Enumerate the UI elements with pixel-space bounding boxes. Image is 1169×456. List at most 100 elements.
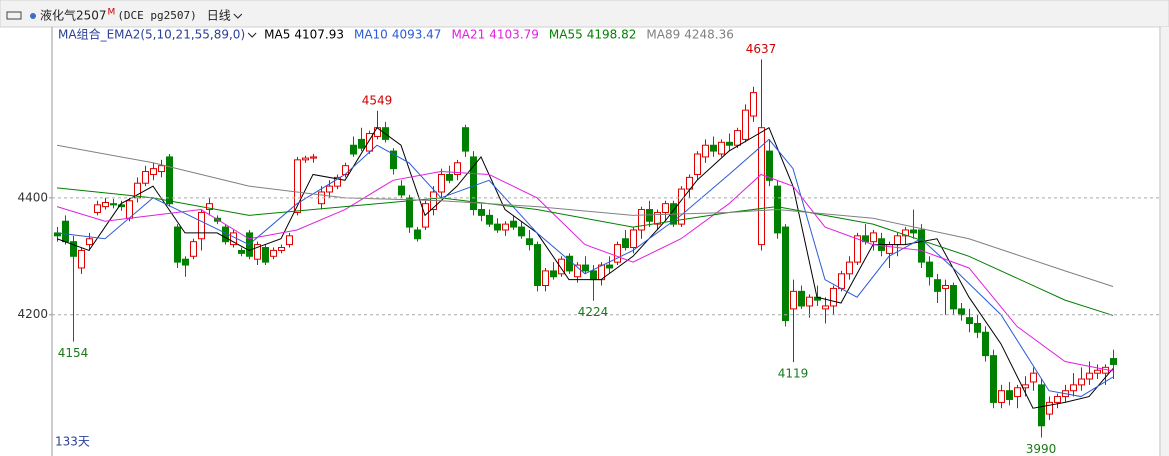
side-panel — [1161, 27, 1169, 456]
candle-body — [998, 390, 1005, 403]
candle-body — [118, 204, 125, 208]
candle-body — [542, 270, 549, 287]
high-label: 4637 — [746, 42, 777, 56]
legend-name: MA89 — [646, 28, 680, 42]
candle-body — [782, 226, 789, 322]
candle-body — [742, 109, 749, 140]
candle-body — [758, 127, 765, 246]
candle-body — [614, 244, 621, 263]
candle-body — [414, 229, 421, 240]
candle-body — [726, 141, 733, 146]
candle-body — [94, 204, 101, 213]
candle-body — [1110, 358, 1117, 365]
candle-body — [822, 305, 829, 310]
indicator-chevron[interactable] — [247, 32, 257, 38]
candle-body — [102, 202, 109, 208]
candle-body — [982, 331, 989, 357]
legend-value: 4107.93 — [294, 28, 344, 42]
candle-body — [62, 220, 69, 243]
candle-body — [678, 188, 685, 225]
candle-body — [622, 238, 629, 249]
candle-body — [902, 229, 909, 237]
candle-body — [606, 264, 613, 269]
candle-body — [310, 156, 317, 159]
candle-body — [166, 156, 173, 205]
candle-body — [934, 279, 941, 292]
symbol-code: (DCE pg2507) — [117, 9, 196, 22]
toolbar-icon[interactable] — [6, 11, 22, 20]
candle-body — [574, 264, 581, 278]
candle-body — [918, 229, 925, 263]
candle-body — [1086, 372, 1093, 380]
candle-body — [710, 144, 717, 152]
toolbar — [0, 0, 1169, 28]
ma-line — [56, 144, 1114, 287]
candle-body — [110, 203, 117, 206]
legend-value: 4248.36 — [684, 28, 734, 42]
candle-body — [806, 296, 813, 307]
period-chevron[interactable] — [233, 13, 243, 19]
candle-body — [190, 241, 197, 257]
candle-body — [502, 223, 509, 231]
candle-body — [750, 92, 757, 117]
low-label: 3990 — [1026, 442, 1057, 456]
candle-body — [1078, 378, 1085, 386]
candle-body — [182, 258, 189, 266]
legend-name: MA5 — [264, 28, 290, 42]
candle-body — [486, 214, 493, 225]
candle-body — [582, 264, 589, 272]
candle-body — [342, 165, 349, 175]
candle-body — [638, 209, 645, 231]
y-tick-label: 4200 — [17, 307, 48, 321]
candle-body — [494, 223, 501, 231]
candle-body — [534, 244, 541, 287]
candle-body — [158, 165, 165, 173]
candle-body — [790, 290, 797, 310]
period[interactable]: 日线 — [207, 9, 231, 23]
candle-body — [398, 185, 405, 196]
candle-body — [302, 157, 309, 161]
ma-line — [56, 187, 1114, 316]
candle-body — [1014, 387, 1021, 398]
candle-body — [198, 211, 205, 240]
ma-line — [56, 171, 1114, 372]
candle-body — [990, 355, 997, 403]
candle-body — [142, 171, 149, 184]
badge: M — [108, 8, 116, 18]
candle-body — [686, 176, 693, 190]
candle-body — [150, 168, 157, 175]
candle-body — [446, 173, 453, 181]
footer-count: 133天 — [55, 435, 90, 449]
candle-body — [294, 159, 301, 213]
candle-body — [286, 235, 293, 246]
candle-body — [238, 249, 245, 254]
indicator-name[interactable]: MA组合_EMA2(5,10,21,55,89,0) — [58, 27, 245, 42]
low-label: 4154 — [58, 346, 89, 360]
candle-body — [702, 144, 709, 158]
candle-body — [950, 285, 957, 310]
candle-body — [174, 226, 181, 263]
symbol: 液化气2507 — [40, 8, 107, 23]
candle-body — [518, 226, 525, 237]
plot-area — [54, 59, 1117, 438]
legend-name: MA55 — [549, 28, 583, 42]
candle-body — [1030, 372, 1037, 383]
candle-body — [350, 144, 357, 155]
candle-body — [438, 173, 445, 193]
candle-body — [278, 247, 285, 251]
candle-body — [470, 156, 477, 211]
legend-name: MA21 — [451, 28, 485, 42]
candle-body — [766, 150, 773, 181]
y-tick-label: 4400 — [17, 190, 48, 204]
candle-body — [718, 141, 725, 155]
legend-value: 4198.82 — [587, 28, 637, 42]
legend-name: MA10 — [354, 28, 388, 42]
candle-body — [654, 211, 661, 225]
candle-body — [734, 130, 741, 146]
candle-body — [270, 249, 277, 257]
candle-body — [326, 185, 333, 193]
candle-body — [558, 258, 565, 275]
candle-body — [854, 235, 861, 263]
candle-body — [206, 203, 213, 211]
candle-body — [366, 133, 373, 152]
